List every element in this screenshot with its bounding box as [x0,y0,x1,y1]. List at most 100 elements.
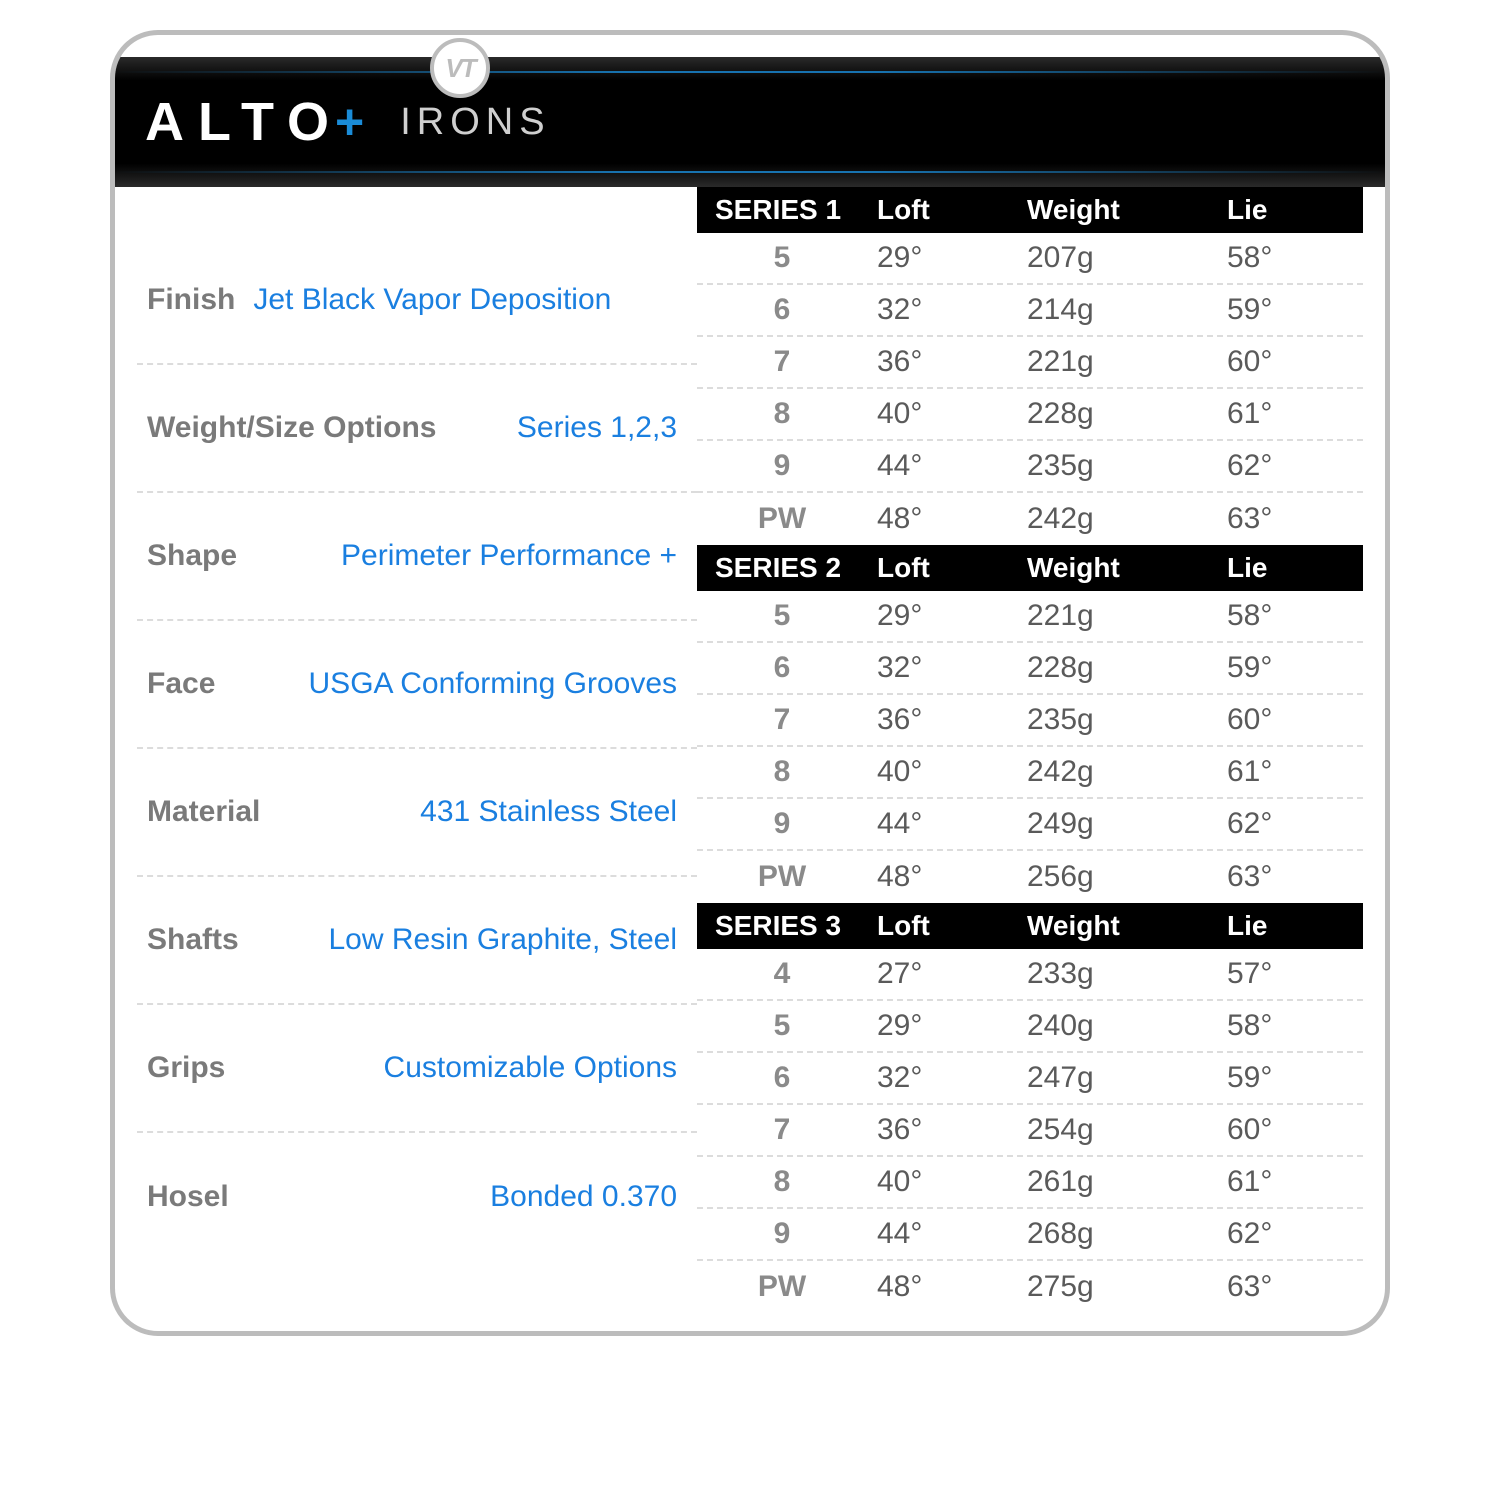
iron-number: PW [697,502,867,536]
data-row: PW48°242g63° [697,493,1363,545]
spec-label: Hosel [147,1180,229,1214]
iron-number: 9 [697,449,867,483]
iron-number: 6 [697,293,867,327]
iron-number: 5 [697,1009,867,1043]
weight-value: 240g [1017,1009,1217,1043]
weight-value: 249g [1017,807,1217,841]
series-header: SERIES 1LoftWeightLie [697,187,1363,233]
loft-value: 29° [867,1009,1017,1043]
data-row: 944°235g62° [697,441,1363,493]
data-row: 632°247g59° [697,1053,1363,1105]
iron-number: 6 [697,1061,867,1095]
loft-value: 44° [867,449,1017,483]
spec-label: Material [147,795,260,829]
spec-value: Bonded 0.370 [247,1180,687,1214]
data-row: 529°221g58° [697,591,1363,643]
iron-number: 6 [697,651,867,685]
loft-value: 29° [867,599,1017,633]
weight-value: 242g [1017,755,1217,789]
brand-logo: ALTO [145,91,343,153]
iron-number: 4 [697,957,867,991]
iron-number: 7 [697,1113,867,1147]
spec-row: GripsCustomizable Options [137,1005,697,1133]
spec-value: 431 Stainless Steel [278,795,687,829]
column-header: Lie [1217,552,1347,584]
weight-value: 221g [1017,345,1217,379]
spec-label: Face [147,667,215,701]
lie-value: 60° [1217,345,1347,379]
weight-value: 256g [1017,860,1217,894]
vt-badge-text: VT [445,53,474,84]
loft-value: 40° [867,1165,1017,1199]
product-subtitle: IRONS [400,101,550,144]
iron-number: 7 [697,703,867,737]
loft-value: 48° [867,860,1017,894]
series-header: SERIES 3LoftWeightLie [697,903,1363,949]
specs-list: FinishJet Black Vapor DepositionWeight/S… [137,187,697,1313]
series-name: SERIES 2 [697,552,867,584]
iron-number: 7 [697,345,867,379]
loft-value: 32° [867,1061,1017,1095]
loft-value: 36° [867,1113,1017,1147]
lie-value: 59° [1217,293,1347,327]
lie-value: 63° [1217,502,1347,536]
loft-value: 27° [867,957,1017,991]
spec-value: Customizable Options [243,1051,687,1085]
spec-row: Weight/Size Options Series 1,2,3 [137,365,697,493]
weight-value: 268g [1017,1217,1217,1251]
weight-value: 235g [1017,703,1217,737]
iron-number: 9 [697,807,867,841]
spec-value: Jet Black Vapor Deposition [253,283,687,317]
spec-value: USGA Conforming Grooves [233,667,687,701]
weight-value: 228g [1017,397,1217,431]
lie-value: 62° [1217,1217,1347,1251]
column-header: Lie [1217,910,1347,942]
weight-value: 275g [1017,1270,1217,1304]
loft-value: 36° [867,703,1017,737]
data-row: 944°268g62° [697,1209,1363,1261]
column-header: Lie [1217,194,1347,226]
data-row: 427°233g57° [697,949,1363,1001]
data-row: 736°221g60° [697,337,1363,389]
lie-value: 59° [1217,1061,1347,1095]
iron-number: 8 [697,397,867,431]
spec-row: Material 431 Stainless Steel [137,749,697,877]
spec-value: Series 1,2,3 [454,411,687,445]
data-row: 736°254g60° [697,1105,1363,1157]
iron-number: 9 [697,1217,867,1251]
loft-value: 29° [867,241,1017,275]
lie-value: 62° [1217,449,1347,483]
column-header: Weight [1017,910,1217,942]
card-header: ALTO + IRONS [115,57,1385,187]
weight-value: 214g [1017,293,1217,327]
iron-number: PW [697,860,867,894]
weight-value: 233g [1017,957,1217,991]
column-header: Weight [1017,194,1217,226]
data-row: 840°261g61° [697,1157,1363,1209]
column-header: Loft [867,194,1017,226]
data-row: 944°249g62° [697,799,1363,851]
loft-value: 40° [867,397,1017,431]
data-row: PW48°256g63° [697,851,1363,903]
weight-value: 228g [1017,651,1217,685]
lie-value: 60° [1217,703,1347,737]
loft-value: 44° [867,807,1017,841]
lie-value: 63° [1217,1270,1347,1304]
lie-value: 58° [1217,599,1347,633]
weight-value: 207g [1017,241,1217,275]
iron-number: 8 [697,1165,867,1199]
iron-number: 5 [697,599,867,633]
lie-value: 57° [1217,957,1347,991]
data-row: 529°207g58° [697,233,1363,285]
data-row: 529°240g58° [697,1001,1363,1053]
series-tables: SERIES 1LoftWeightLie529°207g58°632°214g… [697,187,1363,1313]
loft-value: 44° [867,1217,1017,1251]
loft-value: 48° [867,502,1017,536]
spec-row: Face USGA Conforming Grooves [137,621,697,749]
spec-label: Shafts [147,923,239,957]
spec-label: Weight/Size Options [147,411,436,445]
loft-value: 48° [867,1270,1017,1304]
series-name: SERIES 1 [697,194,867,226]
spec-row: ShapePerimeter Performance + [137,493,697,621]
series-header: SERIES 2LoftWeightLie [697,545,1363,591]
